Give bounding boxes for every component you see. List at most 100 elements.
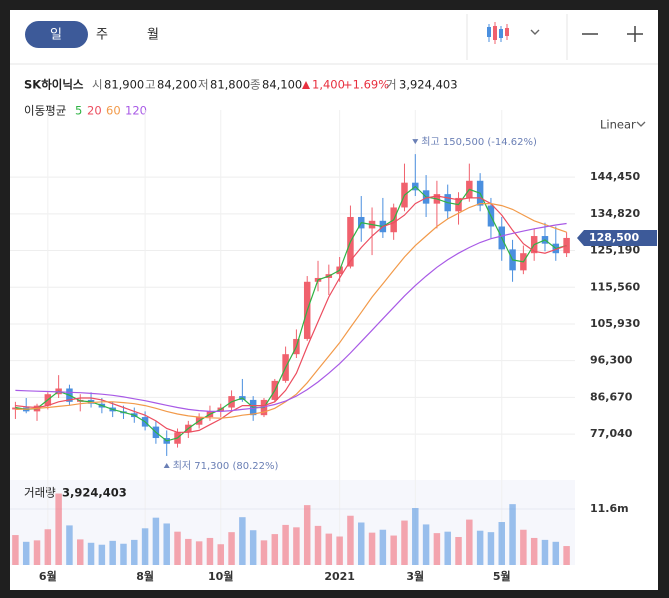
x-tick-label: 2021 [324, 570, 355, 583]
low-marker [163, 462, 170, 468]
field-label: 저 [198, 78, 209, 92]
volume-bar [109, 540, 116, 565]
stock-name: SK하이닉스 [24, 78, 84, 92]
volume-bar [412, 508, 419, 565]
volume-bar [98, 544, 106, 565]
chart-type-icon[interactable] [487, 22, 509, 44]
volume-bar [87, 542, 95, 565]
volume-bar [228, 532, 235, 565]
up-arrow [302, 81, 310, 89]
ma-line [15, 222, 567, 412]
field-value: 84,100 [262, 78, 302, 92]
volume-bar [498, 522, 505, 565]
volume-bar [55, 493, 62, 565]
x-tick-label: 8월 [136, 569, 154, 583]
volume-bar [239, 517, 246, 565]
x-tick-label: 10월 [208, 569, 233, 583]
y-tick-label: 96,300 [590, 354, 633, 367]
volume-bar [422, 524, 430, 565]
volume-bar [336, 536, 343, 565]
volume-bar [476, 530, 484, 565]
volume-bar [152, 517, 160, 565]
tab[interactable]: 일 [50, 28, 62, 43]
volume-bar [282, 524, 289, 565]
ma-legend-title: 이동평균 [24, 104, 66, 118]
field-label: 시 [92, 78, 103, 92]
high-marker [412, 139, 419, 145]
volume-bar [185, 538, 192, 565]
volume-bar [358, 522, 365, 565]
tab[interactable]: 주 [96, 28, 108, 43]
volume-bar [66, 525, 73, 565]
x-tick-label: 6월 [39, 569, 57, 583]
legend-entry: 5 [75, 104, 82, 118]
legend-entry: 60 [106, 104, 121, 118]
volume-bar [368, 532, 376, 565]
volume-bar [466, 519, 473, 565]
volume-bar [77, 539, 84, 565]
volume-bar [163, 523, 170, 565]
volume-bar [303, 505, 311, 565]
field-label: 거 [386, 78, 397, 92]
volume-bar [541, 539, 549, 565]
tab-selected-bg[interactable] [25, 21, 88, 48]
change-pct: +1.69% [343, 78, 389, 92]
volume-bar [293, 527, 300, 565]
field-value: 81,900 [104, 78, 144, 92]
volume-bar [33, 540, 41, 565]
y-tick-label: 105,930 [590, 317, 640, 330]
volume-value: 3,924,403 [62, 486, 127, 500]
y-tick-label: 86,670 [590, 390, 633, 403]
volume-bar [401, 520, 408, 565]
high-note: 최고 150,500 (-14.62%) [421, 136, 537, 148]
volume-bar [22, 541, 30, 565]
last-price-label: 128,500 [589, 231, 639, 244]
scale-chevron[interactable] [636, 121, 646, 127]
volume-bar [563, 546, 570, 565]
y-tick-label: 77,040 [590, 427, 633, 440]
volume-bar [455, 536, 462, 565]
legend-entry: 20 [87, 104, 102, 118]
volume-bar [260, 540, 268, 565]
last-price-tag [577, 229, 657, 246]
volume-bar [12, 535, 19, 565]
volume-bar [509, 504, 516, 565]
scale-mode[interactable]: Linear [600, 118, 636, 132]
volume-bar [390, 535, 397, 565]
volume-bar [530, 537, 538, 565]
volume-bar [271, 534, 279, 565]
x-tick-label: 3월 [406, 569, 424, 583]
ma-line [15, 185, 567, 442]
volume-bar [131, 539, 138, 565]
volume-bar [487, 532, 495, 565]
volume-bar [444, 531, 451, 565]
volume-bar [206, 537, 214, 565]
y-tick-label: 115,560 [590, 280, 640, 293]
x-tick-label: 5월 [493, 569, 511, 583]
volume-bar [141, 528, 149, 565]
y-tick-label: 11.6m [590, 502, 629, 515]
field-label: 고 [145, 78, 156, 92]
volume-bar [433, 533, 441, 565]
volume-bar [520, 529, 527, 565]
y-tick-label: 144,450 [590, 170, 640, 183]
legend-entry: 120 [125, 104, 147, 118]
candle-body [563, 237, 570, 254]
volume-bar [379, 529, 387, 565]
candle-body [12, 407, 19, 410]
field-value: 81,800 [210, 78, 250, 92]
volume-bar [325, 533, 333, 565]
volume-bar [249, 530, 257, 565]
field-value: 3,924,403 [399, 78, 458, 92]
volume-bar [120, 543, 127, 565]
tab[interactable]: 월 [147, 28, 159, 43]
dropdown-chevron[interactable] [530, 29, 540, 35]
zoom-in[interactable] [627, 26, 643, 42]
volume-bar [44, 529, 52, 565]
y-tick-label: 134,820 [590, 207, 640, 220]
volume-bar [347, 515, 354, 565]
change: 1,400 [312, 78, 345, 92]
volume-bar [195, 541, 203, 565]
